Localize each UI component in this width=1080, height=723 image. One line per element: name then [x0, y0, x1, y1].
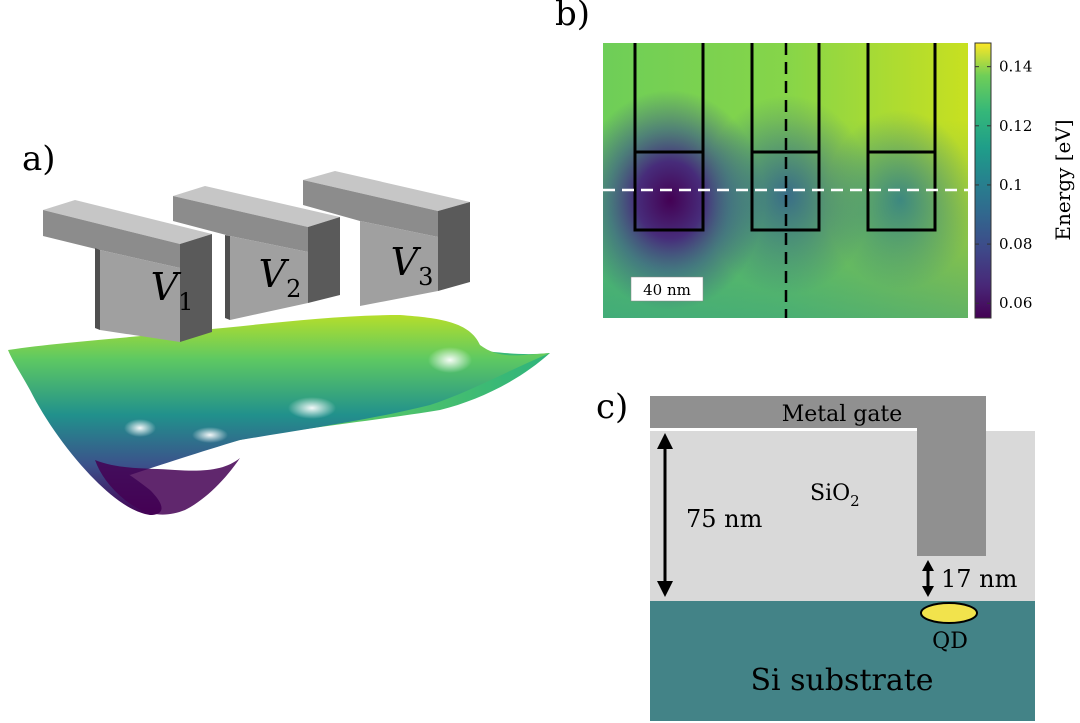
surface-well: [95, 458, 240, 515]
substrate-layer: [650, 601, 1035, 721]
gate-v2-label: V2: [259, 252, 302, 303]
surface-highlight: [428, 347, 472, 373]
scale-bar: 40 nm: [630, 276, 704, 302]
metal-gate: [650, 396, 986, 556]
panel-a-label: a): [22, 139, 56, 179]
gate-gap-arrow: [922, 560, 934, 597]
surface-highlight: [124, 419, 156, 437]
gate-v3-label: V3: [391, 240, 434, 291]
potential-surface: [8, 315, 550, 515]
colorbar-tick-label: 0.06: [999, 294, 1032, 312]
colorbar-tick-label: 0.12: [999, 117, 1032, 135]
oxide-label: SiO2: [810, 481, 860, 510]
panel-b: b) 40 nm 0.14 0.12 0.1 0.08 0.06 Energy [eV]: [555, 0, 1075, 319]
quantum-dot: [920, 602, 978, 624]
gate-label: Metal gate: [782, 402, 903, 427]
panel-a: a) V3: [8, 139, 550, 515]
colorbar: 0.14 0.12 0.1 0.08 0.06 Energy [eV]: [974, 42, 1075, 319]
gate-v2: V2: [173, 186, 340, 320]
surface-highlight: [192, 427, 228, 443]
gate-outline-2: [750, 43, 821, 232]
gate-outline-3: [866, 43, 937, 232]
quantum-dot-label: QD: [932, 629, 968, 654]
colorbar-tick-label: 0.1: [999, 176, 1023, 194]
colorbar-ticks: 0.14 0.12 0.1 0.08 0.06: [975, 58, 1032, 312]
gate-gap-label: 17 nm: [941, 565, 1018, 593]
gate-outlines: [633, 43, 937, 232]
colorbar-label: Energy [eV]: [1051, 119, 1075, 240]
surface-highlight: [288, 397, 336, 419]
panel-b-label: b): [555, 0, 590, 34]
gate-v3: V3: [303, 171, 470, 306]
scale-bar-label: 40 nm: [643, 281, 691, 299]
panel-c: c) Metal gate SiO2 75 nm 17 nm QD Si sub…: [596, 387, 1035, 721]
potential-well-3: [825, 110, 968, 290]
colorbar-tick-label: 0.08: [999, 235, 1032, 253]
gate-v1: V1: [43, 200, 212, 342]
gate-outline-1: [633, 43, 705, 232]
oxide-thickness-arrow: [657, 433, 673, 597]
surface-front: [8, 315, 550, 515]
colorbar-tick-label: 0.14: [999, 58, 1032, 76]
substrate-label: Si substrate: [750, 663, 933, 698]
gate-v1-label: V1: [151, 265, 194, 316]
colorbar-gradient: [974, 42, 992, 319]
oxide-thickness-label: 75 nm: [686, 505, 763, 533]
panel-c-label: c): [596, 387, 628, 427]
